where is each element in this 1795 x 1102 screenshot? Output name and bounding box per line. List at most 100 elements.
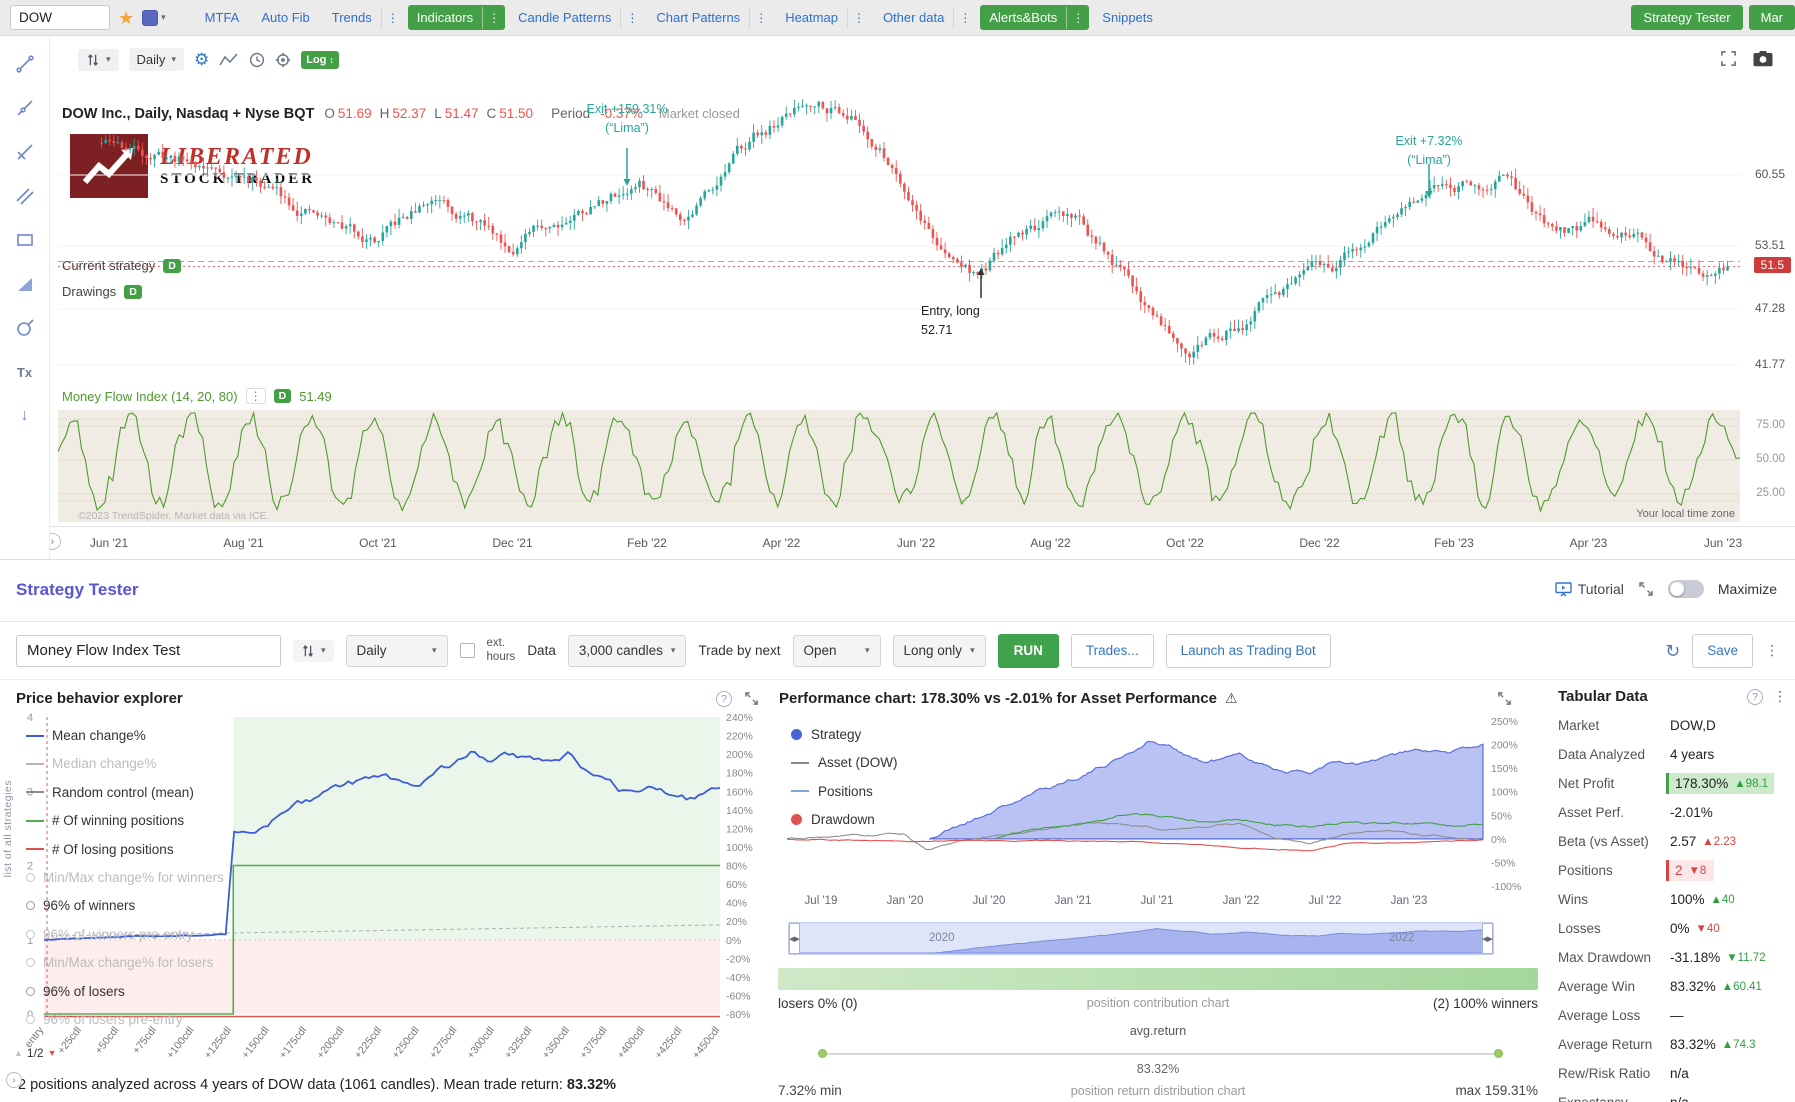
legend-item-min-max-change-for-losers[interactable]: Min/Max change% for losers — [26, 953, 224, 972]
legend-item-of-winning-positions[interactable]: # Of winning positions — [26, 811, 224, 830]
strategy-pager[interactable]: ▲ 1/2 ▼ — [14, 1046, 57, 1060]
other-data-menu-dots-icon[interactable]: ⋮ — [953, 6, 976, 29]
run-button[interactable]: RUN — [997, 633, 1059, 668]
menu-dots-icon[interactable]: ⋮ — [1773, 688, 1787, 704]
strategy-tester-button[interactable]: Strategy Tester — [1631, 5, 1743, 30]
save-button[interactable]: Save — [1692, 633, 1753, 668]
color-swatch-picker[interactable]: ▾ — [142, 9, 166, 26]
slider-min-handle[interactable] — [818, 1049, 827, 1058]
expand-panel-icon[interactable] — [1638, 581, 1654, 597]
time-axis-label[interactable]: Apr '22 — [762, 536, 801, 550]
help-icon[interactable]: ? — [716, 690, 732, 707]
legend-item-96-of-losers-pre-entry[interactable]: 96% of losers pre-entry — [26, 1010, 224, 1029]
legend-item-asset-dow[interactable]: Asset (DOW) — [791, 753, 898, 773]
ext-hours-checkbox[interactable] — [459, 643, 475, 658]
drawings-row[interactable]: Drawings D — [62, 284, 142, 299]
time-axis-label[interactable]: Jun '23 — [1703, 536, 1743, 550]
strategies-expander-icon[interactable]: › — [6, 1072, 22, 1088]
legend-item-random-control-mean[interactable]: Random control (mean) — [26, 783, 224, 802]
heatmap-menu-dots-icon[interactable]: ⋮ — [846, 6, 870, 29]
performance-chart[interactable]: 250% 200% 150% 100% 50% 0% -50% -100% Jul '19 Jan… — [775, 714, 1545, 914]
legend-item-96-of-winners-pre-entry[interactable]: 96% of winners pre-entry — [26, 925, 224, 944]
favorite-star-icon[interactable]: ★ — [118, 7, 135, 28]
tutorial-link[interactable]: Tutorial — [1555, 581, 1624, 597]
auto-fib-button[interactable]: Auto Fib — [261, 10, 310, 25]
candles-count-select[interactable]: 3,000 candles ▾ — [567, 634, 687, 667]
interval-select[interactable]: Daily ▾ — [128, 48, 184, 71]
rectangle-tool-icon[interactable] — [12, 228, 38, 252]
slider-max-handle[interactable] — [1494, 1049, 1503, 1058]
indicators-button[interactable]: Indicators — [416, 10, 474, 25]
pager-up-icon[interactable]: ▲ — [14, 1048, 23, 1058]
candle-patterns-button[interactable]: Candle Patterns — [518, 10, 612, 25]
maximize-toggle[interactable] — [1667, 580, 1704, 598]
mtfa-button[interactable]: MTFA — [204, 10, 240, 25]
time-axis-label[interactable]: Dec '21 — [492, 536, 533, 550]
time-sessions-icon[interactable] — [249, 52, 265, 68]
trends-menu-dots-icon[interactable]: ⋮ — [380, 6, 404, 29]
indicators-menu-dots-icon[interactable]: ⋮ — [482, 6, 505, 29]
camera-snapshot-icon[interactable] — [1753, 50, 1773, 67]
time-axis-label[interactable]: Aug '21 — [223, 536, 264, 550]
ray-line-tool-icon[interactable] — [12, 96, 38, 120]
other-data-button[interactable]: Other data — [882, 10, 945, 25]
alerts-bots-menu-dots-icon[interactable]: ⋮ — [1066, 6, 1089, 29]
candle-patterns-menu-dots-icon[interactable]: ⋮ — [620, 6, 643, 29]
snippets-button[interactable]: Snippets — [1102, 10, 1153, 25]
trade-by-select[interactable]: Open ▾ — [792, 634, 881, 667]
zigzag-tool-icon[interactable] — [219, 53, 239, 67]
mfi-menu-dots-icon[interactable]: ⋮ — [245, 388, 266, 404]
symbol-input[interactable] — [10, 5, 110, 30]
expand-panel-icon[interactable] — [744, 691, 759, 706]
time-axis-label[interactable]: Jun '22 — [896, 536, 936, 550]
menu-dots-icon[interactable]: ⋮ — [1765, 642, 1779, 658]
time-axis-label[interactable]: Feb '23 — [1434, 536, 1474, 550]
return-distribution-slider[interactable] — [822, 1053, 1498, 1055]
time-axis[interactable]: Jun '21 Aug '21 Oct '21 Dec '21 Feb '22 Apr '… — [0, 526, 1795, 560]
time-axis-label[interactable]: Jun '21 — [89, 536, 129, 550]
legend-item-of-losing-positions[interactable]: # Of losing positions — [26, 840, 224, 859]
heatmap-button[interactable]: Heatmap — [785, 10, 838, 25]
time-axis-label[interactable]: Apr '23 — [1569, 536, 1608, 550]
refresh-icon[interactable]: ↻ — [1665, 640, 1681, 661]
time-axis-label[interactable]: Dec '22 — [1299, 536, 1340, 550]
expand-panel-icon[interactable] — [1497, 691, 1512, 706]
compare-symbols-tool[interactable]: ▾ — [78, 48, 119, 71]
legend-item-strategy[interactable]: Strategy — [791, 724, 898, 744]
chart-patterns-button[interactable]: Chart Patterns — [656, 10, 741, 25]
crosshair-target-icon[interactable] — [275, 52, 291, 68]
direction-select[interactable]: Long only ▾ — [892, 634, 986, 667]
time-axis-label[interactable]: Oct '22 — [1166, 536, 1204, 550]
parallel-channel-tool-icon[interactable] — [12, 184, 38, 208]
time-axis-label[interactable]: Oct '21 — [359, 536, 397, 550]
timeline-scrubber[interactable]: ◀▶ ◀▶ 2020 2022 — [788, 922, 1494, 955]
launch-trading-bot-button[interactable]: Launch as Trading Bot — [1165, 633, 1331, 668]
explorer-chart[interactable]: 43210240%220%200%180%160%140%120%100%80%… — [14, 712, 764, 1084]
text-tool-icon[interactable]: Tx — [16, 364, 33, 380]
legend-item-96-of-losers[interactable]: 96% of losers — [26, 982, 224, 1001]
compare-symbols-tool[interactable]: ▾ — [293, 639, 334, 662]
legend-item-min-max-change-for-winners[interactable]: Min/Max change% for winners — [26, 868, 224, 887]
scrubber-right-handle[interactable]: ◀▶ — [1482, 923, 1493, 954]
measure-tool-icon[interactable] — [12, 140, 38, 164]
tester-interval-select[interactable]: Daily ▾ — [345, 634, 448, 667]
current-strategy-row[interactable]: Current strategy D — [62, 258, 181, 273]
strategies-list-side-label[interactable]: list of all strategies — [2, 780, 14, 878]
log-scale-toggle[interactable]: Log ↕ — [301, 50, 339, 69]
settings-gear-icon[interactable]: ⚙ — [193, 50, 210, 69]
legend-item-mean-change[interactable]: Mean change% — [26, 726, 224, 745]
fullscreen-icon[interactable] — [1720, 50, 1737, 67]
timezone-label[interactable]: Your local time zone — [1636, 508, 1735, 520]
legend-item-positions[interactable]: Positions — [791, 781, 898, 801]
mar-button[interactable]: Mar — [1748, 5, 1795, 30]
triangle-tool-icon[interactable] — [12, 272, 38, 296]
trends-button[interactable]: Trends — [331, 10, 372, 25]
arrow-down-tool-icon[interactable]: ↓ — [20, 407, 29, 424]
legend-item-96-of-winners[interactable]: 96% of winners — [26, 896, 224, 915]
chart-patterns-menu-dots-icon[interactable]: ⋮ — [749, 6, 772, 29]
legend-item-drawdown[interactable]: Drawdown — [791, 810, 898, 830]
pager-down-icon[interactable]: ▼ — [47, 1048, 57, 1058]
alerts-bots-button[interactable]: Alerts&Bots — [989, 10, 1058, 25]
warning-icon[interactable]: ⚠ — [1224, 690, 1238, 706]
time-axis-label[interactable]: Aug '22 — [1030, 536, 1071, 550]
